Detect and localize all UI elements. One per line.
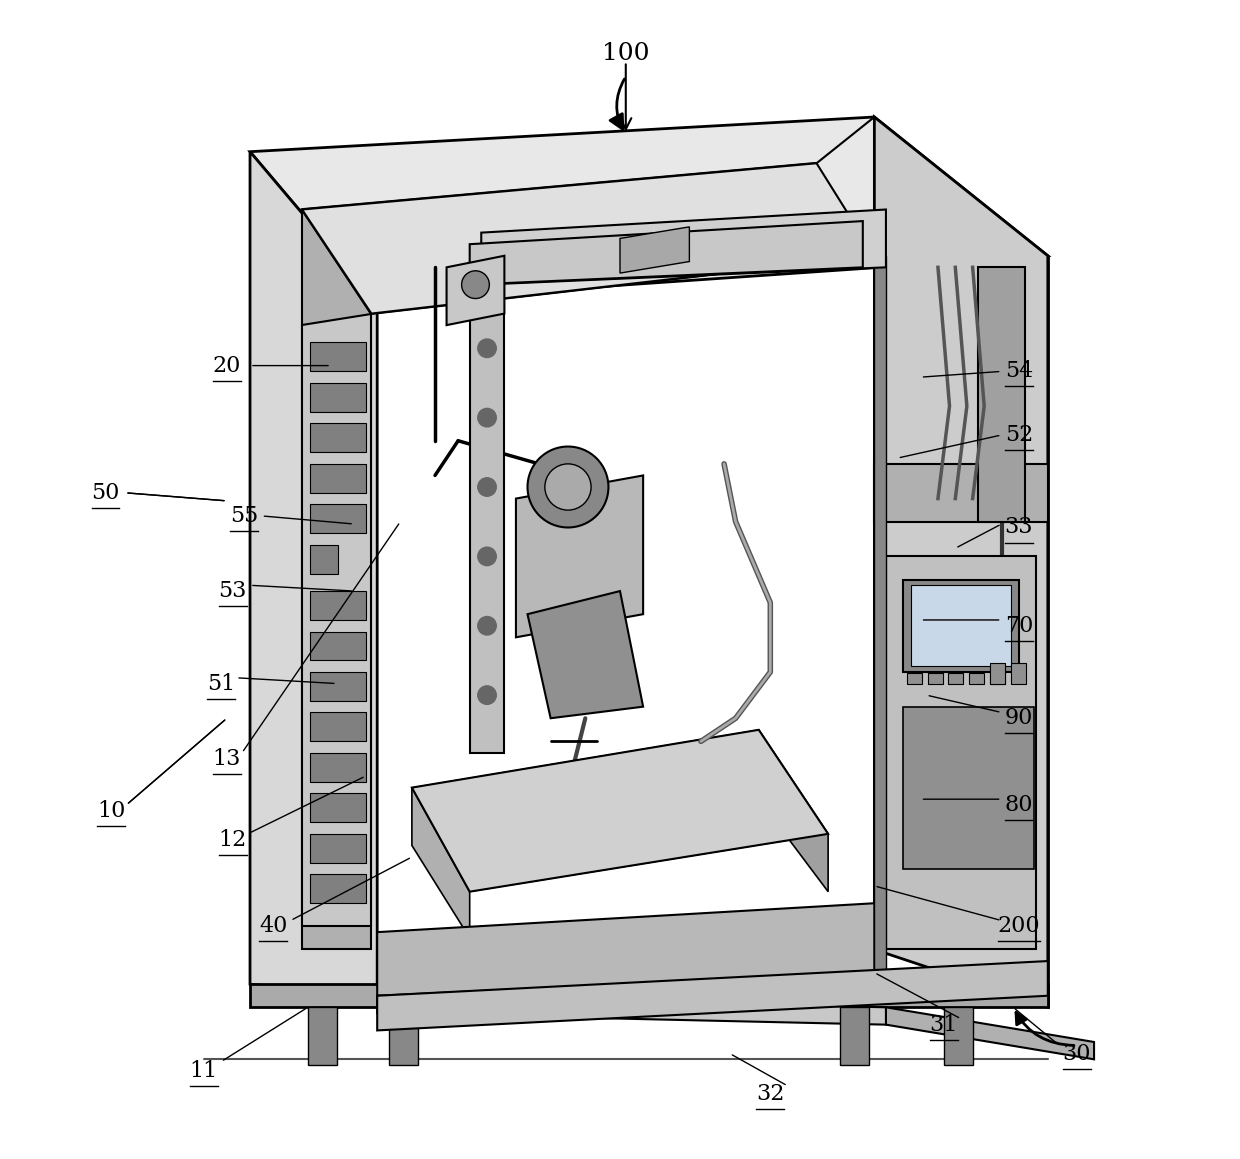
- Polygon shape: [903, 580, 1019, 672]
- Bar: [310, 713, 366, 742]
- Polygon shape: [516, 475, 644, 637]
- Bar: [310, 632, 366, 661]
- Bar: [310, 545, 337, 574]
- Text: 52: 52: [1004, 424, 1033, 446]
- Bar: [310, 753, 366, 782]
- Bar: [310, 342, 366, 371]
- Text: 51: 51: [207, 672, 236, 694]
- Polygon shape: [620, 227, 689, 274]
- Bar: [310, 504, 366, 533]
- Text: 80: 80: [1004, 794, 1033, 816]
- Bar: [310, 672, 366, 701]
- Polygon shape: [303, 163, 874, 314]
- Text: 100: 100: [603, 42, 650, 65]
- Circle shape: [461, 271, 490, 299]
- Polygon shape: [874, 117, 1048, 1007]
- Text: 90: 90: [1004, 707, 1033, 729]
- Polygon shape: [874, 256, 885, 996]
- Text: 11: 11: [190, 1059, 218, 1081]
- Text: 40: 40: [259, 916, 288, 938]
- Circle shape: [477, 686, 496, 705]
- Polygon shape: [885, 1007, 1094, 1059]
- Polygon shape: [303, 314, 372, 926]
- Text: 31: 31: [930, 1014, 959, 1036]
- Text: 54: 54: [1004, 360, 1033, 382]
- Bar: [310, 874, 366, 903]
- Bar: [310, 464, 366, 493]
- Polygon shape: [481, 210, 885, 285]
- Bar: [944, 1007, 972, 1065]
- Polygon shape: [874, 464, 1048, 522]
- Polygon shape: [527, 591, 644, 719]
- Circle shape: [477, 617, 496, 635]
- Polygon shape: [377, 961, 1048, 1030]
- Bar: [310, 423, 366, 452]
- Polygon shape: [470, 221, 863, 285]
- Bar: [906, 673, 921, 684]
- Polygon shape: [903, 707, 1034, 868]
- Polygon shape: [412, 788, 470, 938]
- Text: 70: 70: [1004, 614, 1033, 636]
- Bar: [310, 382, 366, 411]
- Text: 50: 50: [92, 482, 120, 504]
- Polygon shape: [470, 268, 505, 753]
- Bar: [928, 673, 942, 684]
- Polygon shape: [911, 585, 1011, 666]
- Circle shape: [527, 446, 609, 527]
- Circle shape: [477, 338, 496, 357]
- Circle shape: [477, 408, 496, 427]
- Bar: [990, 663, 1006, 684]
- Circle shape: [477, 478, 496, 496]
- Polygon shape: [303, 210, 372, 949]
- Text: 33: 33: [1004, 517, 1033, 539]
- Circle shape: [477, 547, 496, 566]
- Bar: [949, 673, 963, 684]
- Bar: [990, 673, 1006, 684]
- Bar: [1011, 663, 1025, 684]
- Text: 200: 200: [998, 916, 1040, 938]
- Bar: [308, 1007, 337, 1065]
- Polygon shape: [759, 730, 828, 891]
- Bar: [970, 673, 985, 684]
- Polygon shape: [885, 556, 1037, 949]
- Text: 55: 55: [231, 505, 258, 527]
- Text: 53: 53: [218, 580, 247, 602]
- Bar: [310, 833, 366, 862]
- Text: 13: 13: [213, 748, 241, 770]
- Polygon shape: [250, 117, 1048, 302]
- Polygon shape: [250, 984, 1048, 1007]
- Text: 12: 12: [218, 829, 247, 851]
- Text: 30: 30: [1063, 1043, 1091, 1065]
- Text: 10: 10: [97, 800, 125, 822]
- Polygon shape: [978, 268, 1024, 522]
- Bar: [389, 1007, 418, 1065]
- Polygon shape: [412, 730, 828, 891]
- Circle shape: [544, 464, 591, 510]
- Bar: [839, 1007, 868, 1065]
- Text: 20: 20: [213, 355, 241, 377]
- Polygon shape: [446, 256, 505, 326]
- Text: 32: 32: [756, 1083, 785, 1105]
- Polygon shape: [377, 996, 885, 1025]
- Polygon shape: [377, 903, 874, 996]
- Bar: [310, 794, 366, 822]
- Bar: [310, 591, 366, 620]
- Polygon shape: [250, 152, 377, 996]
